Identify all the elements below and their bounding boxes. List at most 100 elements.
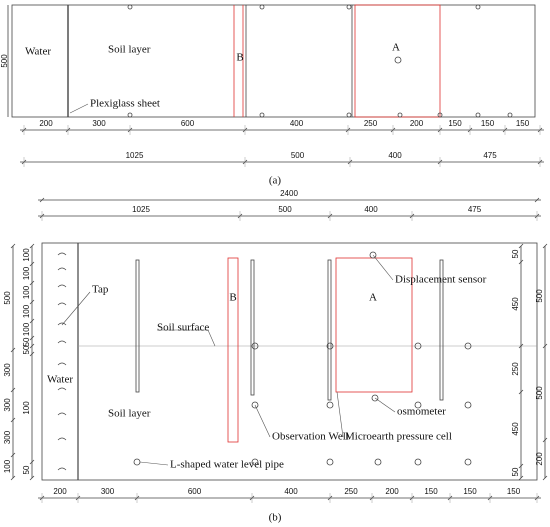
dim-label: 500 xyxy=(535,386,544,400)
label: osmometer xyxy=(397,406,446,418)
label: B xyxy=(236,52,243,64)
dim-label: 50 xyxy=(22,337,31,346)
dim-label: 150 xyxy=(507,487,521,496)
dim-label: 100 xyxy=(22,285,31,299)
rod xyxy=(135,259,140,393)
dim-label: 450 xyxy=(511,297,520,311)
dim-label: 475 xyxy=(468,205,482,214)
label: Observation Well xyxy=(272,431,349,443)
label: Microearth pressure cell xyxy=(345,431,452,443)
panel-b: B A Water Soil layer Tap Soil surface Di… xyxy=(41,242,538,524)
dim-label: 500 xyxy=(3,291,12,305)
dim-label: 400 xyxy=(388,151,402,160)
tap xyxy=(57,302,67,306)
dim-label: 500 xyxy=(278,205,292,214)
label: Displacement sensor xyxy=(395,274,487,286)
sensor xyxy=(507,112,513,118)
dim-label: 400 xyxy=(364,205,378,214)
dim-label: 100 xyxy=(22,248,31,262)
dim-label: 450 xyxy=(511,422,520,436)
dim-label: 150 xyxy=(463,487,477,496)
dim-label: 150 xyxy=(516,119,530,128)
dim-label: 200 xyxy=(385,487,399,496)
dim-label: 200 xyxy=(410,119,424,128)
dim-tick xyxy=(518,243,524,249)
sensor xyxy=(394,56,402,64)
sensor xyxy=(464,458,472,466)
dim-tick xyxy=(29,318,35,324)
dim-label: 100 xyxy=(3,459,12,473)
sensor xyxy=(346,4,352,10)
dim-label: 400 xyxy=(284,487,298,496)
dim-label: 300 xyxy=(92,119,106,128)
dim-tick xyxy=(29,475,35,481)
sensor xyxy=(374,458,382,466)
dim-tick xyxy=(542,437,548,443)
sensor xyxy=(251,458,259,466)
dim-label: 150 xyxy=(424,487,438,496)
sensor xyxy=(127,112,133,118)
leader xyxy=(254,404,271,438)
dim-tick xyxy=(29,351,35,357)
dim-tick xyxy=(29,280,35,286)
dim-label: 100 xyxy=(22,401,31,415)
label: Tap xyxy=(92,284,109,296)
tap xyxy=(57,362,67,366)
sensor xyxy=(414,342,422,350)
dim-label: 2400 xyxy=(280,189,298,198)
tank-outline xyxy=(11,4,536,118)
dim-label: 200 xyxy=(53,487,67,496)
dim-tick xyxy=(29,459,35,465)
dim-label: 150 xyxy=(448,119,462,128)
dim-label: 50 xyxy=(511,467,520,476)
sensor xyxy=(369,251,377,259)
label: A xyxy=(392,42,400,54)
dim-label: 475 xyxy=(483,151,497,160)
leader xyxy=(374,397,396,413)
dim-label: 50 xyxy=(22,345,31,354)
dim-tick xyxy=(534,197,540,203)
label: Soil surface xyxy=(157,322,209,334)
sensor xyxy=(437,112,443,118)
sensor xyxy=(346,112,352,118)
dim-tick xyxy=(518,389,524,395)
tap xyxy=(57,437,67,441)
dim-label: 100 xyxy=(22,266,31,280)
tap xyxy=(57,267,67,271)
dim-label: 100 xyxy=(22,322,31,336)
dim-tick xyxy=(542,343,548,349)
panel-a: 500 Water Soil layer B A Plexiglass shee… xyxy=(0,4,536,187)
sensor xyxy=(475,112,481,118)
dim-label: 250 xyxy=(364,119,378,128)
dim-tick xyxy=(542,243,548,249)
dim-tick xyxy=(542,475,548,481)
sensor xyxy=(326,458,334,466)
dim-tick xyxy=(10,452,16,458)
dim-label: 200 xyxy=(535,452,544,466)
dim-label: 1025 xyxy=(126,151,144,160)
dim-label: 500 xyxy=(0,54,9,68)
dim-label: 300 xyxy=(3,363,12,377)
sensor xyxy=(127,4,133,10)
dim-label: 50 xyxy=(511,249,520,258)
dim-tick xyxy=(29,299,35,305)
rod xyxy=(439,259,444,401)
dim-label: 50 xyxy=(22,465,31,474)
tank-outline xyxy=(41,242,538,481)
dim-label: 300 xyxy=(101,487,115,496)
dim-label: 500 xyxy=(291,151,305,160)
dim-label: 300 xyxy=(3,398,12,412)
dim-label: 300 xyxy=(3,430,12,444)
dim-tick xyxy=(29,343,35,349)
dim-tick xyxy=(518,475,524,481)
tap xyxy=(57,467,67,471)
rod xyxy=(250,259,255,396)
tap xyxy=(57,387,67,391)
sensor xyxy=(133,458,141,466)
dim-label: 400 xyxy=(290,119,304,128)
sensor xyxy=(464,401,472,409)
leader xyxy=(139,461,169,466)
sensor xyxy=(326,401,334,409)
label: B xyxy=(229,292,236,304)
